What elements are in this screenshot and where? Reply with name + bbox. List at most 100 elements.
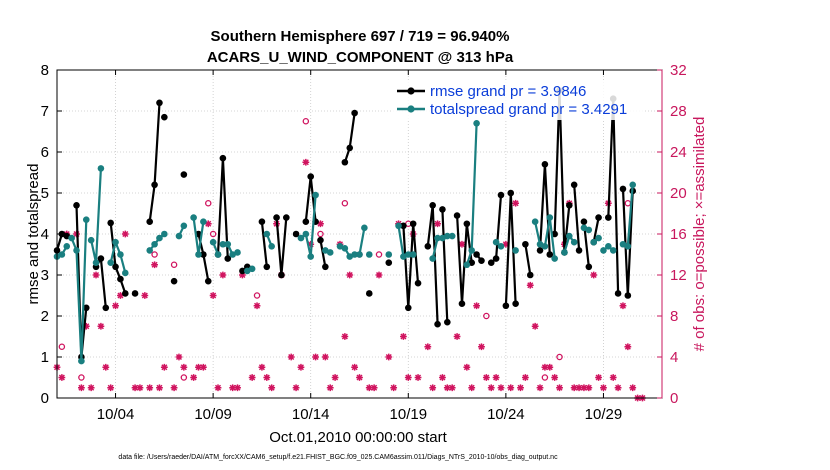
obs-assimilated-glyph xyxy=(170,384,178,392)
obs-assimilated-marker xyxy=(590,271,598,279)
rmse-point xyxy=(512,300,519,308)
rmse-point xyxy=(278,271,285,279)
rmse-point xyxy=(492,255,500,262)
obs-possible-marker xyxy=(341,199,349,207)
obs-assimilated-glyph xyxy=(239,271,246,279)
obs-assimilated-glyph xyxy=(453,333,461,340)
obs-assimilated-glyph xyxy=(624,343,632,351)
totalspread-point xyxy=(302,230,310,238)
rmse-point xyxy=(346,144,354,152)
rmse-point xyxy=(429,202,436,209)
obs-assimilated-glyph xyxy=(487,384,495,392)
obs-assimilated-marker xyxy=(507,384,515,392)
obs-assimilated-glyph xyxy=(141,292,149,299)
obs-assimilated-glyph xyxy=(482,374,490,381)
obs-assimilated-marker xyxy=(439,374,446,381)
obs-assimilated-glyph xyxy=(526,281,534,289)
totalspread-point xyxy=(326,249,334,256)
rmse-point xyxy=(439,206,446,213)
obs-assimilated-glyph xyxy=(385,353,393,361)
rmse-point xyxy=(458,300,466,308)
rmse-point xyxy=(595,214,602,221)
obs-assimilated-marker xyxy=(175,353,183,361)
obs-assimilated-marker xyxy=(453,333,461,340)
obs-assimilated-marker xyxy=(190,374,198,381)
rmse-point xyxy=(624,292,632,299)
rmse-point xyxy=(619,185,627,193)
obs-assimilated-marker xyxy=(614,384,622,392)
obs-assimilated-marker xyxy=(312,353,319,361)
rmse-point xyxy=(180,171,188,178)
totalspread-point xyxy=(82,216,90,223)
rmse-point xyxy=(322,263,329,271)
y-left-tick-label: 2 xyxy=(41,308,49,325)
obs-assimilated-glyph xyxy=(117,292,124,299)
obs-assimilated-glyph xyxy=(58,374,66,381)
obs-assimilated-glyph xyxy=(365,384,373,392)
rmse-point xyxy=(546,251,554,258)
legend-spread-marker xyxy=(407,105,415,113)
obs-assimilated-marker xyxy=(609,374,617,381)
obs-assimilated-marker xyxy=(117,292,124,299)
y-axis-right-ticks: 0 4 8 12 16 20 24 28 32 xyxy=(657,62,687,407)
obs-assimilated-glyph xyxy=(619,302,627,310)
obs-assimilated-glyph xyxy=(302,158,310,166)
obs-assimilated-marker xyxy=(219,271,227,279)
obs-assimilated-marker xyxy=(526,281,534,289)
obs-possible-marker xyxy=(170,261,178,268)
obs-assimilated-marker xyxy=(170,384,178,392)
totalspread-point xyxy=(263,230,271,238)
rmse-point xyxy=(502,302,510,310)
rmse-line xyxy=(319,240,327,267)
rmse-point xyxy=(409,220,417,228)
rmse-line xyxy=(260,221,268,267)
obs-assimilated-marker xyxy=(517,384,524,392)
rmse-point xyxy=(497,191,505,199)
obs-possible-marker xyxy=(375,251,383,258)
obs-assimilated-marker xyxy=(536,384,544,392)
rmse-point xyxy=(170,277,178,285)
totalspread-point xyxy=(214,251,222,258)
obs-assimilated-glyph xyxy=(317,220,324,228)
rmse-point xyxy=(283,214,290,221)
obs-assimilated-marker xyxy=(258,363,266,371)
rmse-point xyxy=(614,290,622,297)
obs-possible-marker xyxy=(151,251,158,258)
obs-assimilated-glyph xyxy=(590,271,598,279)
obs-assimilated-marker xyxy=(521,374,529,381)
obs-assimilated-glyph xyxy=(77,384,85,392)
totalspread-line xyxy=(534,221,542,245)
totalspread-point xyxy=(161,230,168,238)
rmse-point xyxy=(570,181,578,189)
totalspread-point xyxy=(58,251,66,258)
rmse-point xyxy=(117,275,124,283)
totalspread-point xyxy=(68,234,75,242)
obs-assimilated-marker xyxy=(87,384,95,392)
obs-assimilated-marker xyxy=(141,292,149,299)
totalspread-point xyxy=(97,165,105,172)
rmse-point xyxy=(307,173,315,180)
obs-assimilated-glyph xyxy=(492,374,500,381)
rmse-line xyxy=(441,209,449,323)
rmse-point xyxy=(434,320,441,328)
obs-assimilated-glyph xyxy=(546,363,554,371)
obs-possible-marker xyxy=(556,353,563,361)
obs-assimilated-glyph xyxy=(400,333,407,340)
totalspread-point xyxy=(151,240,158,248)
obs-assimilated-marker xyxy=(492,374,500,381)
rmse-point xyxy=(351,109,358,117)
obs-assimilated-glyph xyxy=(263,374,271,381)
rmse-point xyxy=(122,290,129,297)
obs-assimilated-glyph xyxy=(195,363,202,371)
obs-assimilated-marker xyxy=(551,374,559,381)
x-tick-label: 10/19 xyxy=(390,406,428,423)
obs-assimilated-glyph xyxy=(404,374,412,381)
obs-assimilated-glyph xyxy=(131,384,139,392)
rmse-point xyxy=(258,218,266,225)
y-axis-left-label: rmse and totalspread xyxy=(25,164,42,305)
obs-assimilated-glyph xyxy=(156,384,163,392)
totalspread-point xyxy=(200,218,207,225)
rmse-point xyxy=(102,304,110,312)
obs-assimilated-glyph xyxy=(629,384,637,392)
rmse-point xyxy=(239,267,246,275)
